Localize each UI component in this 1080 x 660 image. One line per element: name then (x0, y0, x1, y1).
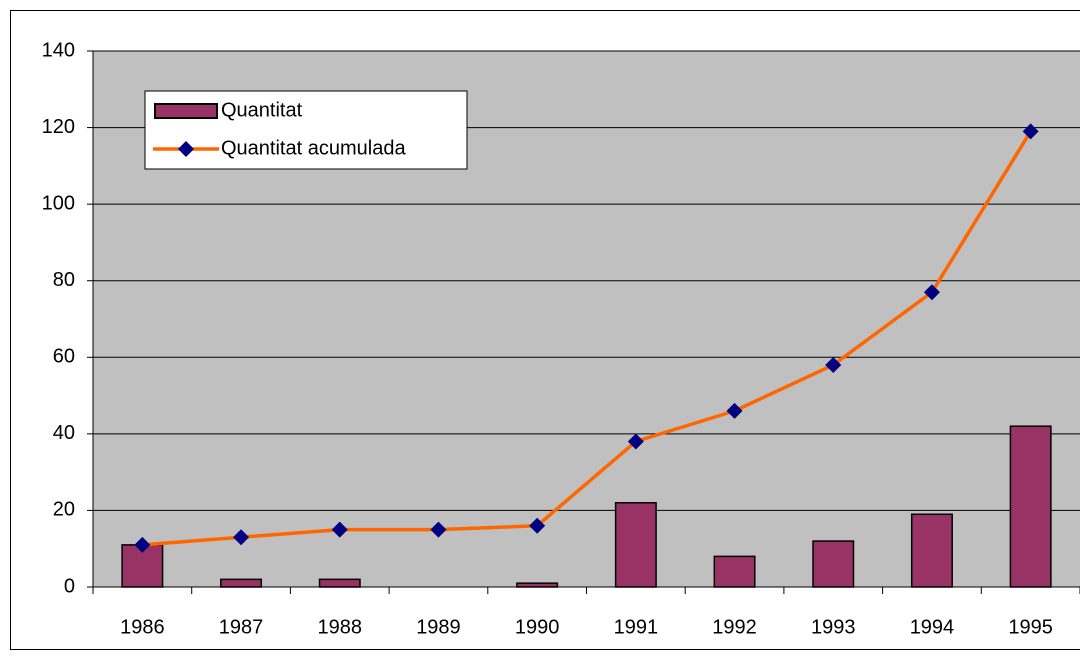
marker (923, 284, 940, 301)
legend-swatch (154, 103, 218, 119)
x-tick-label: 1987 (219, 616, 264, 638)
y-tick-label: 140 (42, 39, 75, 61)
x-tick-label: 1990 (515, 616, 560, 638)
y-tick-label: 80 (53, 269, 75, 291)
bar (1009, 425, 1052, 588)
marker (726, 402, 743, 419)
x-tick-label: 1993 (811, 616, 856, 638)
y-tick-label: 20 (53, 499, 75, 521)
x-tick-label: 1986 (120, 616, 165, 638)
bar (614, 502, 657, 588)
x-tick-label: 1991 (614, 616, 659, 638)
marker (233, 529, 250, 546)
line (142, 130, 1033, 547)
x-tick-label: 1992 (712, 616, 757, 638)
legend-marker (178, 141, 194, 157)
y-tick-label: 60 (53, 346, 75, 368)
legend-label: Quantitat (221, 99, 303, 121)
marker (825, 356, 842, 373)
y-tick-label: 100 (42, 192, 75, 214)
marker (134, 536, 151, 553)
bar (713, 555, 756, 588)
marker (430, 521, 447, 538)
bar (220, 578, 263, 588)
x-tick-label: 1988 (318, 616, 363, 638)
y-tick-label: 0 (64, 575, 75, 597)
marker (627, 433, 644, 450)
x-tick-label: 1989 (416, 616, 461, 638)
legend-label: Quantitat acumulada (221, 137, 406, 159)
y-tick-label: 40 (53, 422, 75, 444)
marker (1022, 123, 1039, 140)
bar (812, 540, 855, 588)
bar (910, 513, 953, 588)
y-tick-label: 120 (42, 116, 75, 138)
bar (318, 578, 361, 588)
marker (529, 517, 546, 534)
marker (331, 521, 348, 538)
x-tick-label: 1994 (910, 616, 955, 638)
bar (516, 582, 559, 588)
x-tick-label: 1995 (1008, 616, 1053, 638)
